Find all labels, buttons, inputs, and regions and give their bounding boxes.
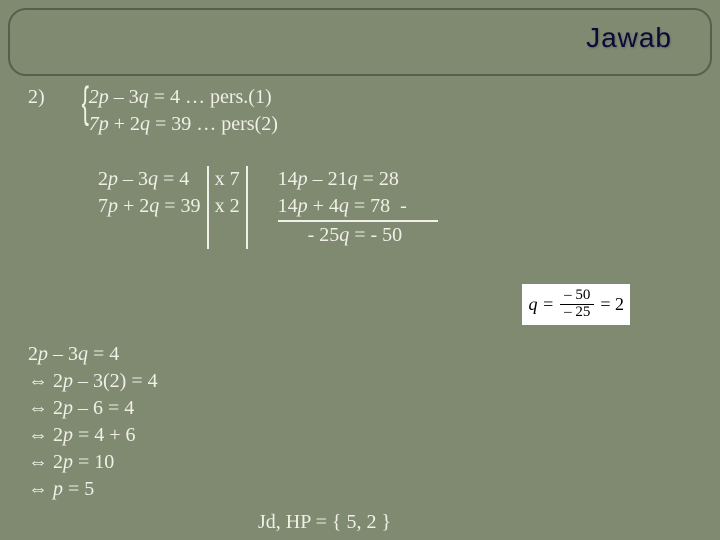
sub-l2: ⇔ 2p – 3(2) = 4 xyxy=(28,368,700,395)
elim-mul2: x 2 xyxy=(215,193,240,220)
sub-l3: ⇔ 2p – 6 = 4 xyxy=(28,395,700,422)
elim-right: 14p – 21q = 28 14p + 4q = 78 - - 25q = -… xyxy=(248,166,438,249)
substitution-block: 2p – 3q = 4 ⇔ 2p – 3(2) = 4 ⇔ 2p – 6 = 4… xyxy=(28,341,700,503)
sub-l4: ⇔ 2p = 4 + 6 xyxy=(28,422,700,449)
eq1: 2p – 3q = 4 … pers.(1) xyxy=(89,84,278,111)
q-lhs: q = xyxy=(528,294,554,315)
elim-left1: 2p – 3q = 4 xyxy=(98,166,201,193)
problem-number: 2) xyxy=(28,84,78,111)
system-row: 2) { 2p – 3q = 4 … pers.(1) 7p + 2q = 39… xyxy=(28,84,700,138)
q-fraction: – 50 – 25 xyxy=(560,288,594,321)
elim-left2: 7p + 2q = 39 xyxy=(98,193,201,220)
sub-l6: ⇔ p = 5 xyxy=(28,476,700,503)
sub-l1: 2p – 3q = 4 xyxy=(28,341,700,368)
elim-right2: 14p + 4q = 78 - xyxy=(278,193,438,222)
brace-icon: { xyxy=(82,90,89,116)
q-den: – 25 xyxy=(560,305,594,321)
elim-mul1: x 7 xyxy=(215,166,240,193)
elimination-block: 2p – 3q = 4 7p + 2q = 39 x 7 x 2 14p – 2… xyxy=(98,166,700,249)
q-fraction-box: q = – 50 – 25 = 2 xyxy=(522,284,630,325)
sub-l5: ⇔ 2p = 10 xyxy=(28,449,700,476)
eq2: 7p + 2q = 39 … pers(2) xyxy=(89,111,278,138)
page-title: Jawab xyxy=(586,22,672,54)
elim-right1: 14p – 21q = 28 xyxy=(278,166,438,193)
elim-mul: x 7 x 2 xyxy=(209,166,248,249)
q-num: – 50 xyxy=(560,288,594,305)
elim-resultq: - 25q = - 50 xyxy=(278,222,438,249)
final-answer: Jd, HP = { 5, 2 } xyxy=(258,509,700,536)
q-result: = 2 xyxy=(600,294,624,315)
elim-left: 2p – 3q = 4 7p + 2q = 39 xyxy=(98,166,209,249)
system-equations: 2p – 3q = 4 … pers.(1) 7p + 2q = 39 … pe… xyxy=(89,84,278,138)
